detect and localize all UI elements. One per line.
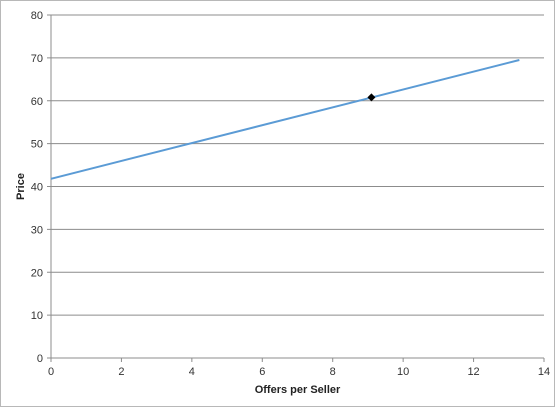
data-point-diamond-0 <box>367 93 376 102</box>
x-tick-label-4: 4 <box>189 366 195 378</box>
x-tick-label-10: 10 <box>397 366 409 378</box>
y-tick-label-50: 50 <box>31 139 43 151</box>
y-tick-label-10: 10 <box>31 310 43 322</box>
x-tick-label-14: 14 <box>538 366 550 378</box>
y-tick-label-70: 70 <box>31 53 43 65</box>
x-tick-label-0: 0 <box>48 366 54 378</box>
x-tick-label-6: 6 <box>259 366 265 378</box>
y-tick-label-60: 60 <box>31 96 43 108</box>
tick-labels: 0 10 20 30 40 50 60 70 80 0 2 4 6 8 10 12 14 <box>31 10 550 378</box>
series-line-0 <box>50 59 520 180</box>
y-tick-label-30: 30 <box>31 224 43 236</box>
grid-lines <box>51 14 544 359</box>
y-tick-label-20: 20 <box>31 267 43 279</box>
x-tick-label-8: 8 <box>330 366 336 378</box>
x-tick-label-2: 2 <box>118 366 124 378</box>
x-axis-title: Offers per Seller <box>255 384 341 396</box>
y-tick-label-0: 0 <box>37 353 43 365</box>
x-tick-label-12: 12 <box>467 366 479 378</box>
axes <box>47 14 545 362</box>
y-tick-label-80: 80 <box>31 10 43 22</box>
series <box>50 59 520 180</box>
y-tick-label-40: 40 <box>31 182 43 194</box>
y-axis-title: Price <box>15 173 27 200</box>
